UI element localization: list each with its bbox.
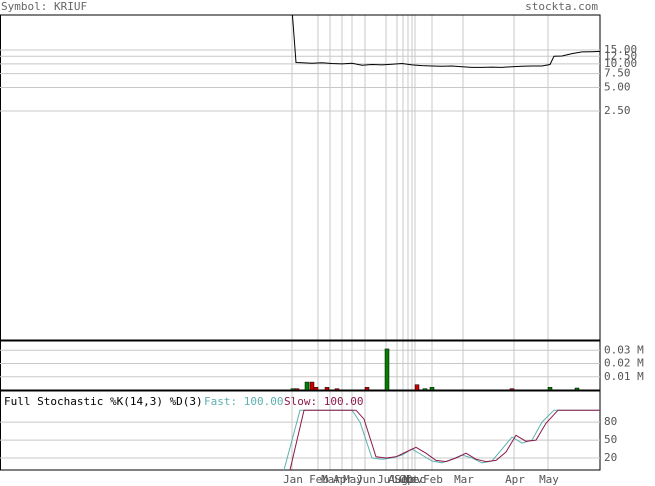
x-tick-label: Jul (377, 473, 397, 486)
y-tick-label: 12.50 (604, 49, 637, 62)
x-tick-label: Mar (454, 473, 474, 486)
volume-bar (574, 387, 580, 391)
y-tick-label: 20 (604, 451, 617, 464)
y-tick-label: 5.00 (604, 80, 631, 93)
volume-bar (304, 381, 310, 391)
y-tick-label: 80 (604, 415, 617, 428)
volume-bar (422, 388, 428, 391)
volume-bar (429, 387, 435, 391)
volume-bar (334, 388, 340, 391)
x-tick-label: Jun (356, 473, 376, 486)
symbol: Symbol: KRIUF (1, 0, 87, 13)
x-tick-label: Nov (403, 473, 423, 486)
y-tick-label: 50 (604, 433, 617, 446)
y-tick-label: 15.00 (604, 43, 637, 56)
x-tick-label: Mar (321, 473, 341, 486)
series-line (291, 15, 600, 68)
x-tick-label: Feb (309, 473, 329, 486)
y-tick-label: 0.02 M (604, 357, 644, 370)
volume-bar (364, 387, 370, 391)
panel-frame (0, 14, 601, 341)
y-tick-label: 7.50 (604, 67, 631, 80)
volume-bar (324, 387, 330, 391)
volume-bar (547, 387, 553, 391)
x-tick-label: May (539, 473, 559, 486)
volume-bar (384, 348, 390, 391)
x-tick-label: Oct (399, 473, 419, 486)
x-tick-label: Jan (283, 473, 303, 486)
x-tick-label: Aug (388, 473, 408, 486)
volume-bar (294, 388, 300, 391)
volume-bar (313, 387, 319, 391)
x-tick-label: Apr (333, 473, 353, 486)
panel-frame (0, 340, 601, 391)
x-tick-label: Sep (394, 473, 414, 486)
panel-frame (0, 390, 601, 471)
legend-entry: Fast: 100.00 (204, 395, 283, 408)
volume-bar (290, 388, 296, 391)
x-tick-label: Dec (406, 473, 426, 486)
y-tick-label: 10.00 (604, 57, 637, 70)
series-line (289, 409, 600, 471)
y-tick-label: 0.03 M (604, 343, 644, 356)
x-tick-label: Apr (505, 473, 525, 486)
volume-bar (509, 388, 515, 391)
y-tick-label: 0.01 M (604, 370, 644, 383)
site: stockta.com (525, 0, 598, 13)
volume-bar (309, 381, 315, 391)
volume-bar (414, 384, 420, 391)
y-tick-label: 2.50 (604, 104, 631, 117)
legend-entry: Slow: 100.00 (284, 395, 363, 408)
panel-title: Full Stochastic %K(14,3) %D(3) (4, 395, 203, 408)
x-tick-label: Feb (423, 473, 443, 486)
x-tick-label: May (343, 473, 363, 486)
